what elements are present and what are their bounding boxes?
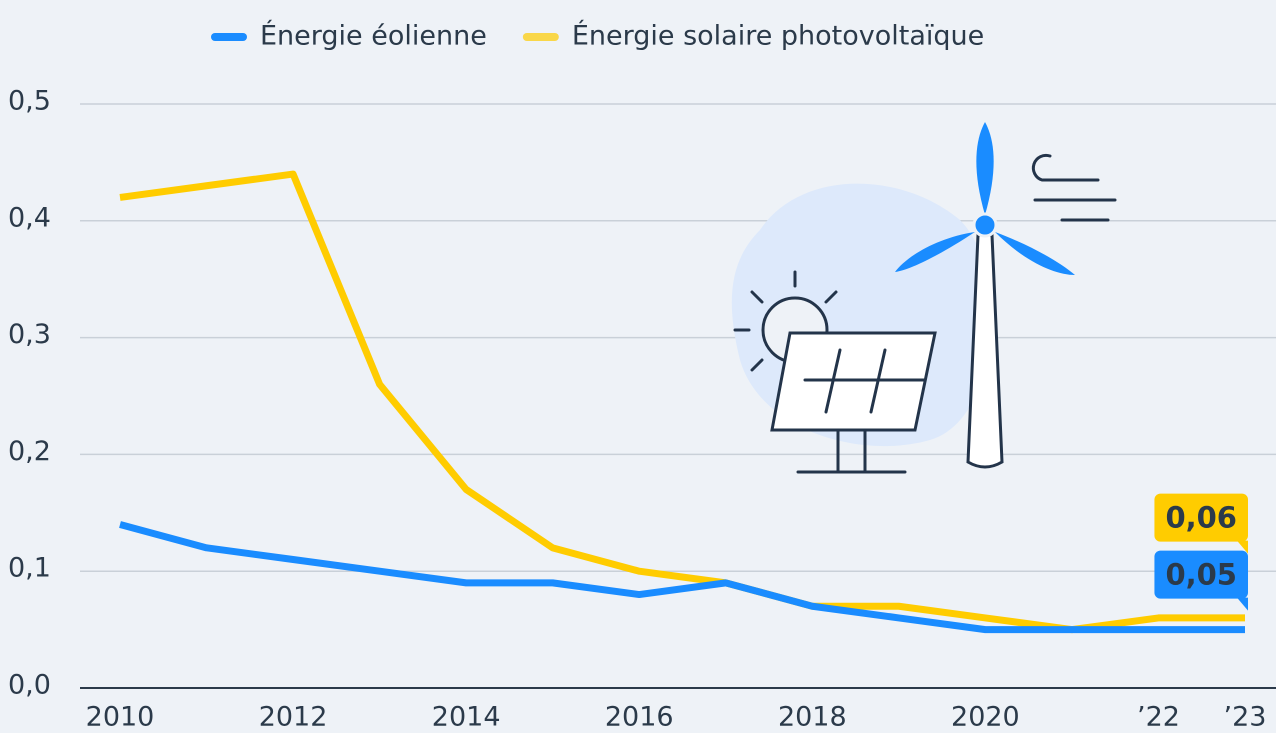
legend-label: Énergie éolienne	[260, 20, 487, 52]
x-tick-label: 2018	[778, 702, 847, 733]
y-tick-label: 0,5	[8, 86, 51, 117]
background	[0, 0, 1276, 733]
y-tick-label: 0,4	[8, 202, 51, 233]
x-tick-label: 2020	[951, 702, 1020, 733]
x-tick-label: 2014	[432, 702, 501, 733]
value-label-text: 0,06	[1165, 501, 1237, 535]
value-label-text: 0,05	[1165, 558, 1237, 592]
y-tick-label: 0,1	[8, 553, 51, 584]
y-tick-label: 0,0	[8, 670, 51, 701]
chart: 0,05 0,06 0,0 0,1 0,2 0,3 0,4 0,5 2010 2012 2014 2…	[0, 0, 1276, 733]
hub	[974, 214, 996, 236]
y-tick-label: 0,3	[8, 319, 51, 350]
x-tick-label: ’22	[1137, 702, 1180, 733]
x-tick-label: 2010	[86, 702, 155, 733]
x-tick-label: 2016	[605, 702, 674, 733]
x-tick-label: 2012	[259, 702, 328, 733]
legend-label: Énergie solaire photovoltaïque	[572, 20, 984, 52]
y-tick-label: 0,2	[8, 436, 51, 467]
x-tick-label: ’23	[1224, 702, 1267, 733]
page: 0,05 0,06 0,0 0,1 0,2 0,3 0,4 0,5 2010 2012 2014 2…	[0, 0, 1276, 733]
